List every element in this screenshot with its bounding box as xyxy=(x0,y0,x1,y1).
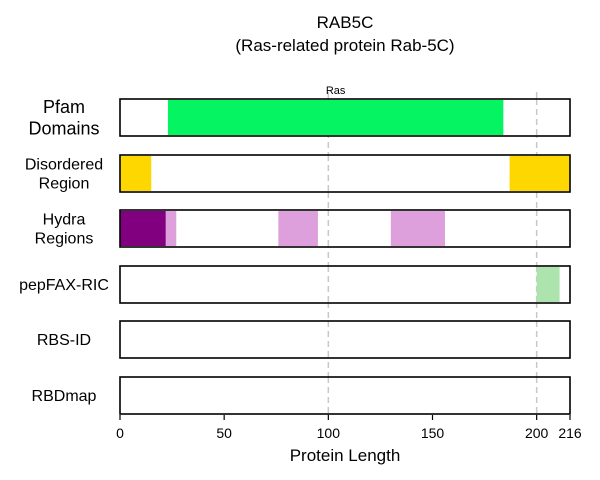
track-label: Pfam Domains xyxy=(28,97,99,138)
track-background xyxy=(120,210,570,247)
segment-bar xyxy=(278,211,318,246)
segment-bar xyxy=(165,211,177,246)
track-frame xyxy=(119,98,571,137)
track-background xyxy=(120,266,570,303)
track-label: RBDmap xyxy=(32,388,97,405)
chart-title: RAB5C xyxy=(317,13,374,32)
segment-bar xyxy=(390,211,445,246)
x-tick-label: 200 xyxy=(525,425,549,441)
track-label: Disordered Region xyxy=(25,157,103,193)
segment-bar xyxy=(536,267,560,302)
track-background xyxy=(120,377,570,414)
segment-bar xyxy=(120,211,166,246)
track: RBS-ID xyxy=(37,320,571,359)
segment-label: Ras xyxy=(326,85,346,97)
x-tick-label: 50 xyxy=(216,425,232,441)
track-frame xyxy=(119,320,571,359)
segment-bar xyxy=(120,156,152,191)
track-frame xyxy=(119,209,571,248)
track-label: pepFAX-RIC xyxy=(19,277,109,294)
segment-bar xyxy=(167,100,504,135)
x-tick-label: 100 xyxy=(317,425,341,441)
segment-bar xyxy=(509,156,570,191)
grid-lines xyxy=(327,92,538,415)
track: RBDmap xyxy=(32,376,571,415)
tracks: Ras Pfam Domains Disordered Region Hydra Regio… xyxy=(19,85,571,415)
x-axis-label: Protein Length xyxy=(290,446,401,465)
track-frame xyxy=(119,376,571,415)
track-frame xyxy=(119,154,571,193)
track: Hydra Regions xyxy=(35,209,571,248)
x-axis: 0 50 100 150 200 216 xyxy=(116,415,582,441)
track: pepFAX-RIC xyxy=(19,265,571,304)
track: Disordered Region xyxy=(25,154,571,193)
x-tick-label: 216 xyxy=(558,425,582,441)
track-label: RBS-ID xyxy=(37,332,91,349)
track-frame xyxy=(119,265,571,304)
track-background xyxy=(120,321,570,358)
x-tick-label: 150 xyxy=(421,425,445,441)
track: Ras Pfam Domains xyxy=(28,85,571,138)
chart-subtitle: (Ras-related protein Rab-5C) xyxy=(235,36,454,55)
track-label: Hydra Regions xyxy=(35,212,94,248)
track-background xyxy=(120,155,570,192)
x-tick-label: 0 xyxy=(116,425,124,441)
